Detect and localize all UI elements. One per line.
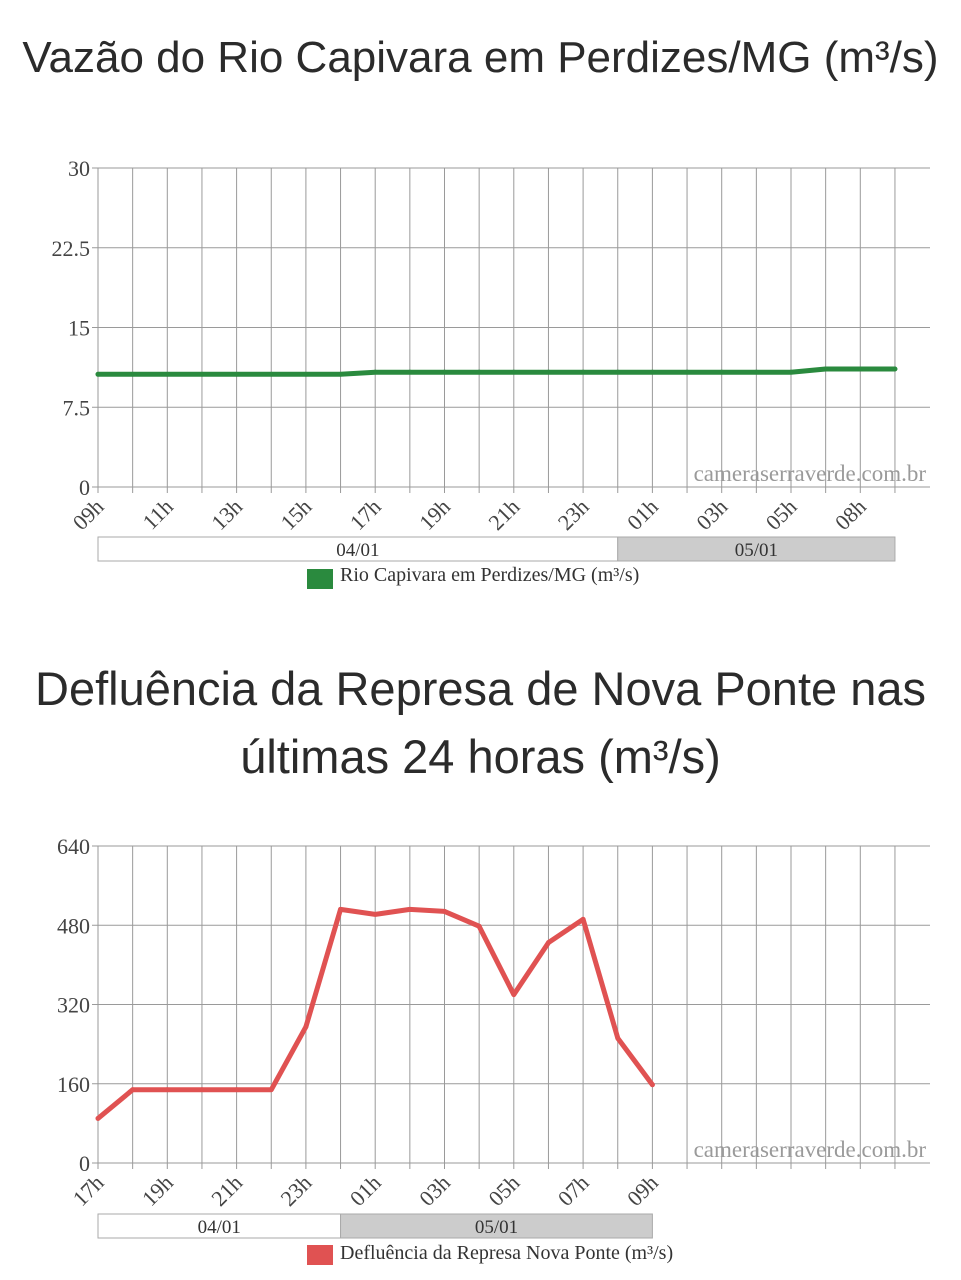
- y-tick-label: 15: [68, 316, 90, 341]
- x-tick-label: 15h: [275, 494, 316, 535]
- x-tick-label: 21h: [206, 1170, 247, 1211]
- data-point: [650, 1082, 655, 1088]
- date-band-label: 05/01: [735, 540, 778, 561]
- y-tick-label: 160: [57, 1072, 90, 1097]
- data-point: [372, 911, 378, 917]
- data-point: [303, 1024, 309, 1030]
- watermark-text: cameraserraverde.com.br: [694, 461, 927, 486]
- x-tick-label: 17h: [345, 494, 386, 535]
- data-point: [372, 369, 378, 375]
- data-point: [511, 992, 517, 997]
- data-point: [130, 371, 136, 377]
- y-tick-label: 0: [79, 475, 90, 500]
- data-point: [407, 369, 413, 375]
- y-tick-label: 640: [57, 834, 90, 859]
- series-line: [95, 366, 898, 377]
- x-tick-label: 09h: [68, 494, 109, 535]
- data-point: [615, 369, 621, 375]
- data-point: [234, 1087, 240, 1093]
- x-tick-label: 17h: [68, 1170, 109, 1211]
- data-point: [788, 369, 794, 375]
- data-point: [546, 940, 551, 945]
- legend-label: Rio Capivara em Perdizes/MG (m³/s): [340, 564, 639, 586]
- data-point: [407, 907, 413, 912]
- date-band-label: 05/01: [475, 1217, 518, 1238]
- data-point: [511, 369, 517, 375]
- x-tick-label: 01h: [622, 494, 663, 535]
- legend-swatch: [307, 569, 333, 589]
- data-point: [338, 907, 343, 912]
- date-band-label: 04/01: [336, 540, 379, 561]
- x-tick-label: 07h: [553, 1170, 594, 1211]
- date-band: [97, 1213, 342, 1239]
- x-tick-label: 05h: [761, 494, 802, 535]
- x-tick-label: 01h: [345, 1170, 386, 1211]
- data-point: [857, 366, 863, 372]
- legend-swatch: [307, 1245, 333, 1265]
- chart-title-capivara: Vazão do Rio Capivara em Perdizes/MG (m³…: [22, 33, 939, 82]
- data-point: [268, 371, 274, 377]
- x-tick-label: 11h: [137, 494, 177, 534]
- data-point: [199, 371, 205, 377]
- data-point: [892, 366, 898, 372]
- data-point: [823, 366, 829, 372]
- data-point: [164, 1087, 170, 1093]
- data-point: [268, 1087, 274, 1093]
- data-point: [303, 371, 309, 377]
- y-tick-label: 480: [57, 913, 90, 938]
- data-point: [546, 369, 551, 375]
- data-point: [338, 371, 343, 377]
- data-point: [684, 369, 690, 375]
- data-point: [199, 1087, 205, 1093]
- date-band: [340, 1213, 653, 1239]
- date-band-label: 04/01: [198, 1217, 241, 1238]
- data-point: [234, 371, 240, 377]
- x-tick-label: 23h: [553, 494, 594, 535]
- x-tick-label: 03h: [414, 1170, 455, 1211]
- x-tick-label: 21h: [483, 494, 524, 535]
- x-tick-label: 03h: [691, 494, 732, 535]
- x-tick-label: 19h: [414, 494, 455, 535]
- data-point: [650, 369, 655, 375]
- watermark-text: cameraserraverde.com.br: [694, 1137, 927, 1162]
- date-band: [617, 536, 896, 562]
- x-tick-label: 08h: [830, 494, 871, 535]
- data-point: [442, 369, 447, 375]
- data-point: [95, 1116, 101, 1121]
- data-point: [753, 369, 759, 375]
- y-tick-label: 0: [79, 1151, 90, 1176]
- data-point: [615, 1035, 621, 1041]
- data-point: [95, 371, 101, 377]
- y-tick-label: 22.5: [52, 236, 91, 261]
- chart-title-nova-ponte: Defluência da Represa de Nova Ponte nas …: [35, 662, 926, 783]
- x-tick-label: 23h: [275, 1170, 316, 1211]
- legend-label: Defluência da Represa Nova Ponte (m³/s): [340, 1242, 673, 1264]
- x-tick-label: 09h: [622, 1170, 663, 1211]
- y-tick-label: 320: [57, 993, 90, 1018]
- data-point: [719, 369, 725, 375]
- y-tick-label: 30: [68, 156, 90, 181]
- y-tick-label: 7.5: [63, 395, 91, 420]
- x-tick-label: 05h: [483, 1170, 524, 1211]
- data-point: [580, 916, 586, 922]
- x-tick-label: 19h: [137, 1170, 178, 1211]
- data-point: [130, 1087, 136, 1093]
- x-tick-label: 13h: [206, 494, 247, 535]
- data-point: [580, 369, 586, 375]
- date-band: [97, 536, 619, 562]
- data-point: [442, 908, 447, 914]
- data-point: [164, 371, 170, 377]
- data-point: [476, 369, 482, 375]
- data-point: [476, 923, 482, 929]
